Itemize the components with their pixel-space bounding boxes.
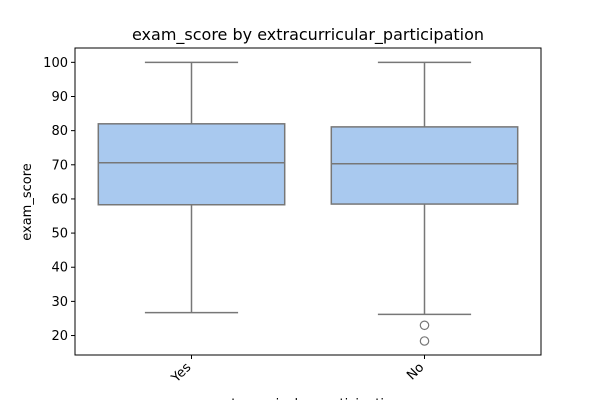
y-tick-label-80: 80 [51,124,68,139]
y-tick-label-70: 70 [51,158,68,173]
outlier-point-no-2 [419,336,430,346]
outlier-point-no-1 [419,320,430,331]
plot-frame [74,47,542,356]
box-no [330,126,519,205]
y-tick-label-50: 50 [51,227,68,242]
y-tick-label-100: 100 [43,56,68,71]
x-tick-label-no: No [404,360,427,383]
plot-area: 20 30 40 50 60 70 80 90 100 Yes No [43,47,542,386]
y-tick-label-90: 90 [51,90,68,105]
y-tick-label-60: 60 [51,192,68,207]
x-axis-label: extracurricular_participation [216,397,400,400]
chart-title: exam_score by extracurricular_participat… [132,25,484,45]
y-tick-label-30: 30 [51,295,68,310]
x-tick-label-yes: Yes [168,360,194,386]
y-axis-label: exam_score [20,163,35,241]
y-tick-label-20: 20 [51,329,68,344]
y-tick-label-40: 40 [51,261,68,276]
box-yes [97,123,286,206]
